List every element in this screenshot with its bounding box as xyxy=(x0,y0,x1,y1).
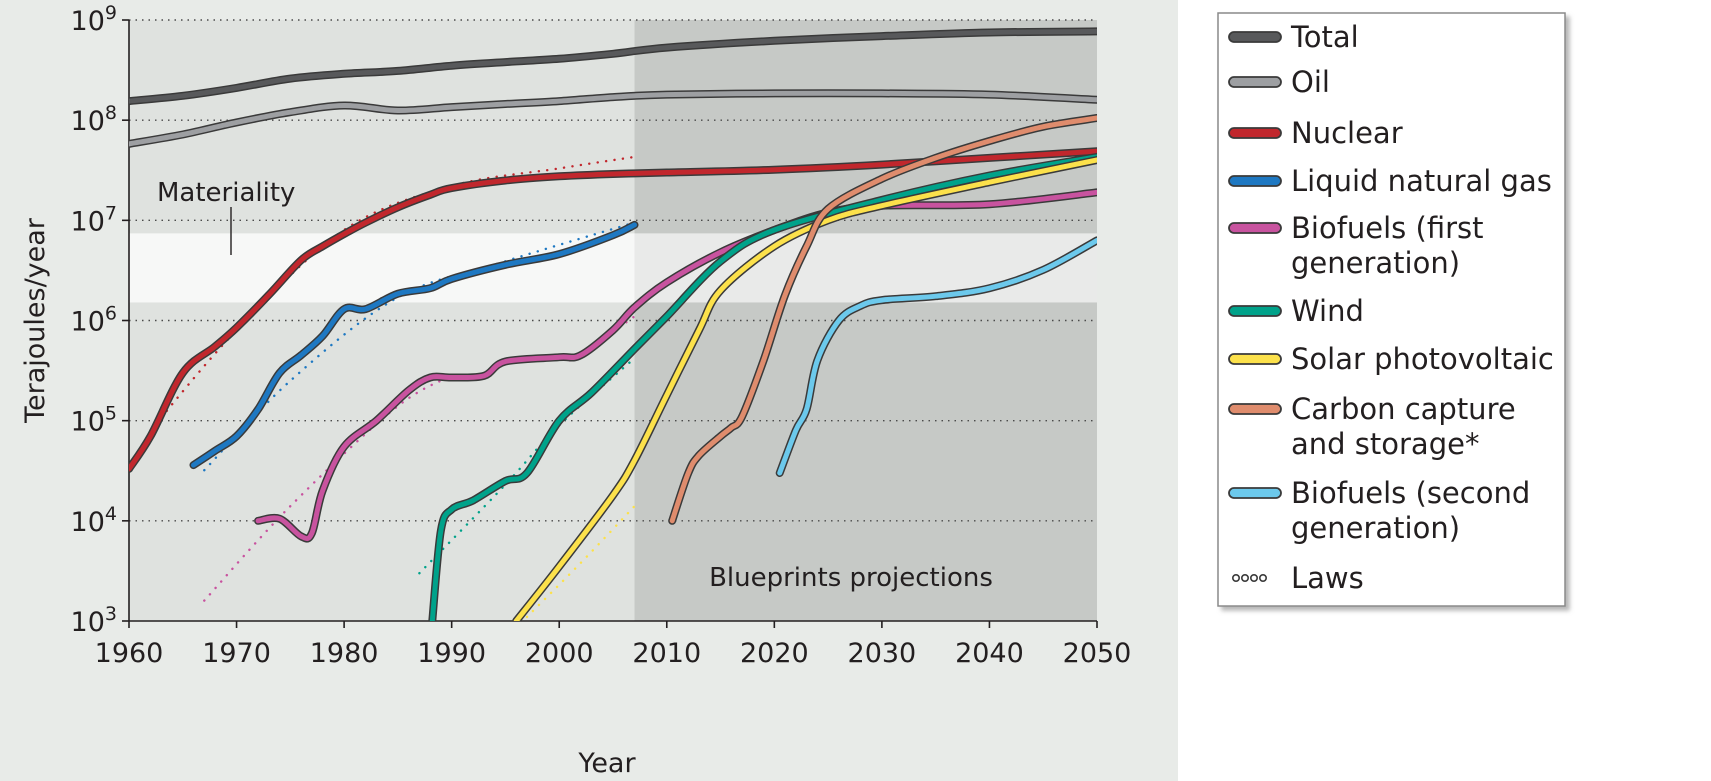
materiality-label: Materiality xyxy=(157,178,295,208)
x-tick-label: 2020 xyxy=(740,638,809,669)
x-tick-label: 2010 xyxy=(632,638,701,669)
x-tick-label: 1980 xyxy=(310,638,379,669)
legend-label: Carbon capture xyxy=(1291,392,1516,426)
series-wind xyxy=(429,154,1097,621)
legend-law-marker xyxy=(1250,573,1259,582)
series-total xyxy=(129,28,1097,104)
x-tick-label: 1970 xyxy=(202,638,271,669)
y-tick-label: 104 xyxy=(71,503,117,538)
legend-label-line2: generation) xyxy=(1291,246,1460,280)
projections-label: Blueprints projections xyxy=(709,563,993,593)
x-tick-label: 2040 xyxy=(955,638,1024,669)
series-biofuels-second-generation xyxy=(777,237,1097,476)
legend-item-total: Total xyxy=(1228,20,1359,54)
series-solar-photovoltaic xyxy=(513,157,1097,621)
x-tick-label: 2050 xyxy=(1063,638,1132,669)
legend-item-laws: Laws xyxy=(1232,561,1364,595)
projection-materiality-band xyxy=(634,233,1097,303)
legend-label: Total xyxy=(1290,20,1359,54)
legend-label: Wind xyxy=(1291,294,1364,328)
y-tick-label: 108 xyxy=(71,102,117,137)
legend: Total Oil Nuclear Liquid natural gas Biofuel… xyxy=(1217,12,1566,607)
plot-area: 1960 1970 1980 1990 2000 2010 2020 2030 2040 2050… xyxy=(20,2,1131,779)
series-liquid-natural-gas xyxy=(191,222,637,468)
x-tick-label: 2000 xyxy=(525,638,594,669)
legend-label: Liquid natural gas xyxy=(1291,164,1552,198)
legend-item-liquid-natural-gas: Liquid natural gas xyxy=(1228,164,1552,198)
legend-swatch xyxy=(1228,403,1282,415)
legend-label: Biofuels (first xyxy=(1291,211,1484,245)
series-layer xyxy=(129,27,1097,621)
legend-item-wind: Wind xyxy=(1228,294,1364,328)
y-axis-title: Terajoules/year xyxy=(20,217,51,424)
legend-label: Oil xyxy=(1291,65,1330,99)
legend-law-marker xyxy=(1232,573,1241,582)
legend-law-marker xyxy=(1241,573,1250,582)
series-wind-law xyxy=(418,357,636,575)
legend-swatch xyxy=(1228,175,1282,187)
x-tick-label: 2030 xyxy=(848,638,917,669)
y-tick-label: 109 xyxy=(71,2,117,37)
legend-swatch xyxy=(1228,222,1282,234)
legend-swatch xyxy=(1228,127,1282,139)
series-oil xyxy=(129,90,1097,147)
legend-item-solar-photovoltaic: Solar photovoltaic xyxy=(1228,342,1554,376)
legend-swatch xyxy=(1228,487,1282,499)
legend-label: Nuclear xyxy=(1291,116,1403,150)
legend-label-line2: generation) xyxy=(1291,511,1460,545)
y-tick-label: 106 xyxy=(71,303,117,338)
legend-label-line2: and storage* xyxy=(1291,427,1479,461)
x-tick-label: 1990 xyxy=(417,638,486,669)
series-carbon-capture-and-storage xyxy=(669,115,1097,524)
legend-label: Laws xyxy=(1291,561,1364,595)
x-axis-title: Year xyxy=(577,748,636,779)
y-tick-label: 103 xyxy=(71,603,117,638)
legend-swatch xyxy=(1228,305,1282,317)
legend-item-oil: Oil xyxy=(1228,65,1330,99)
legend-swatch xyxy=(1228,31,1282,43)
legend-swatch xyxy=(1228,76,1282,88)
series-solar-photovoltaic-law xyxy=(525,505,636,619)
series-nuclear xyxy=(129,148,1097,472)
legend-label: Solar photovoltaic xyxy=(1291,342,1554,376)
x-tick-label: 1960 xyxy=(95,638,164,669)
legend-label: Biofuels (second xyxy=(1291,476,1530,510)
y-tick-label: 105 xyxy=(71,403,117,438)
y-tick-label: 107 xyxy=(71,202,117,237)
legend-swatch xyxy=(1228,353,1282,365)
legend-item-nuclear: Nuclear xyxy=(1228,116,1403,150)
legend-law-marker xyxy=(1259,573,1268,582)
